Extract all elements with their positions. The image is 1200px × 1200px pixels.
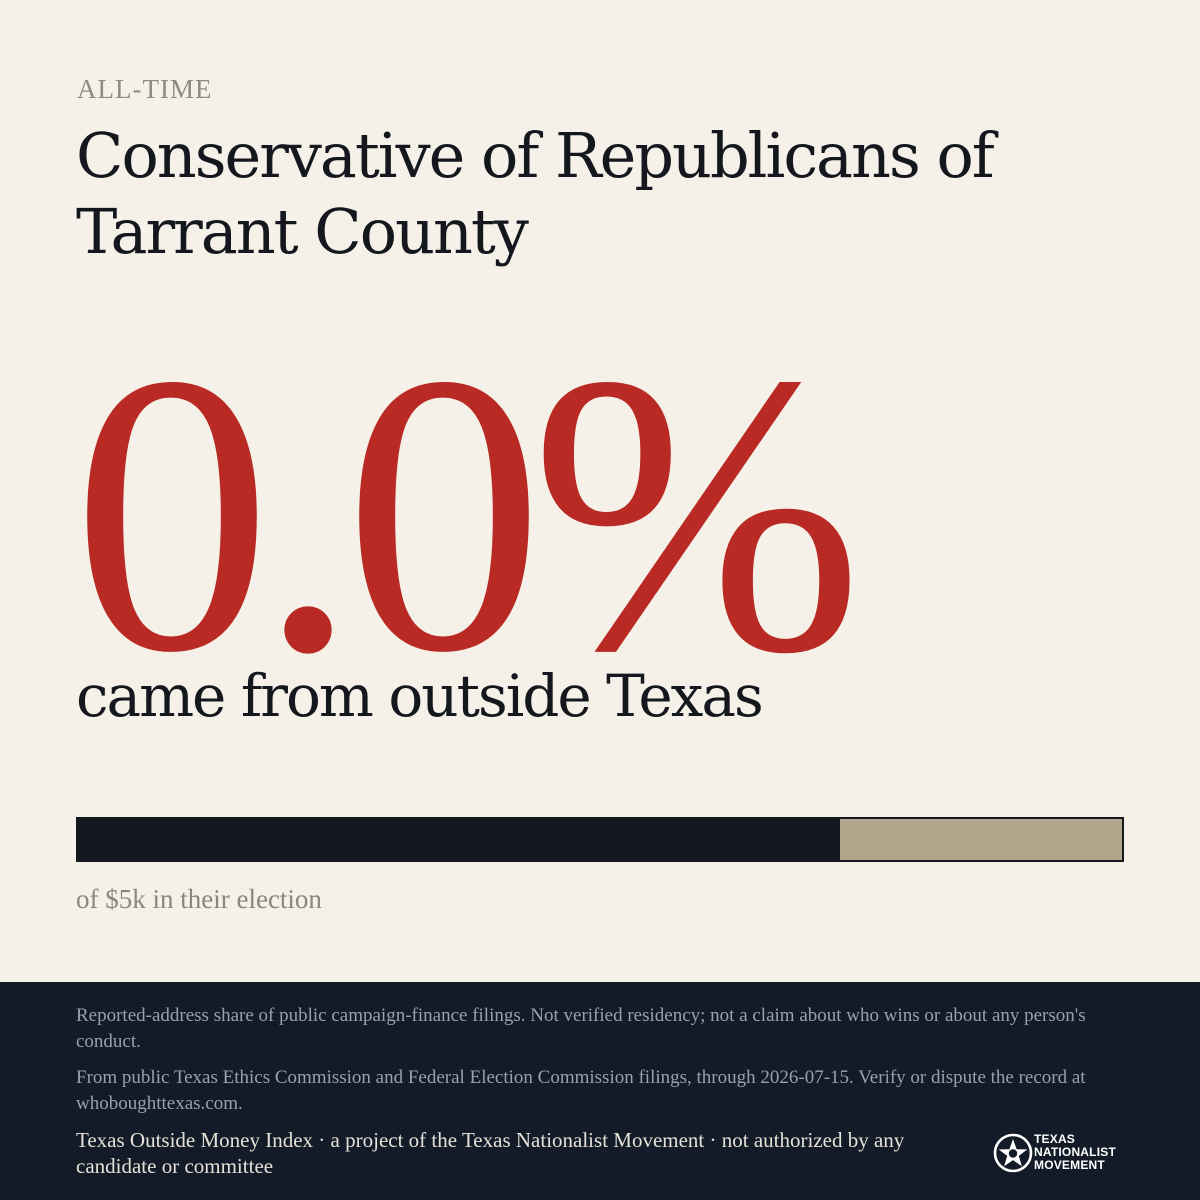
- committee-title: Conservative of Republicans of Tarrant C…: [76, 119, 995, 268]
- share-bar-caption: of $5k in their election: [76, 884, 322, 914]
- outside-share-value: 0.0%: [72, 292, 863, 735]
- logo-line-2: NATIONALIST: [1034, 1145, 1116, 1159]
- card-main: ALL-TIME Conservative of Republicans of …: [72, 74, 1124, 914]
- share-bar-fill: [78, 819, 841, 860]
- eyebrow-label: ALL-TIME: [77, 74, 213, 104]
- footer: Reported-address share of public campaig…: [0, 982, 1200, 1200]
- footer-disclaimer: Reported-address share of public campaig…: [76, 1005, 1086, 1052]
- footer-source: From public Texas Ethics Commission and …: [76, 1067, 1086, 1114]
- footer-credit: Texas Outside Money Index · a project of…: [76, 1128, 905, 1178]
- share-bar: [76, 817, 1124, 862]
- star-seal-icon: [993, 1133, 1033, 1173]
- outside-share-caption: came from outside Texas: [76, 662, 764, 730]
- logo-wordmark: TEXAS NATIONALIST MOVEMENT: [1034, 1133, 1116, 1172]
- logo-line-3: MOVEMENT: [1034, 1158, 1105, 1172]
- logo-line-1: TEXAS: [1034, 1132, 1076, 1146]
- tnm-logo: TEXAS NATIONALIST MOVEMENT: [992, 1132, 1127, 1174]
